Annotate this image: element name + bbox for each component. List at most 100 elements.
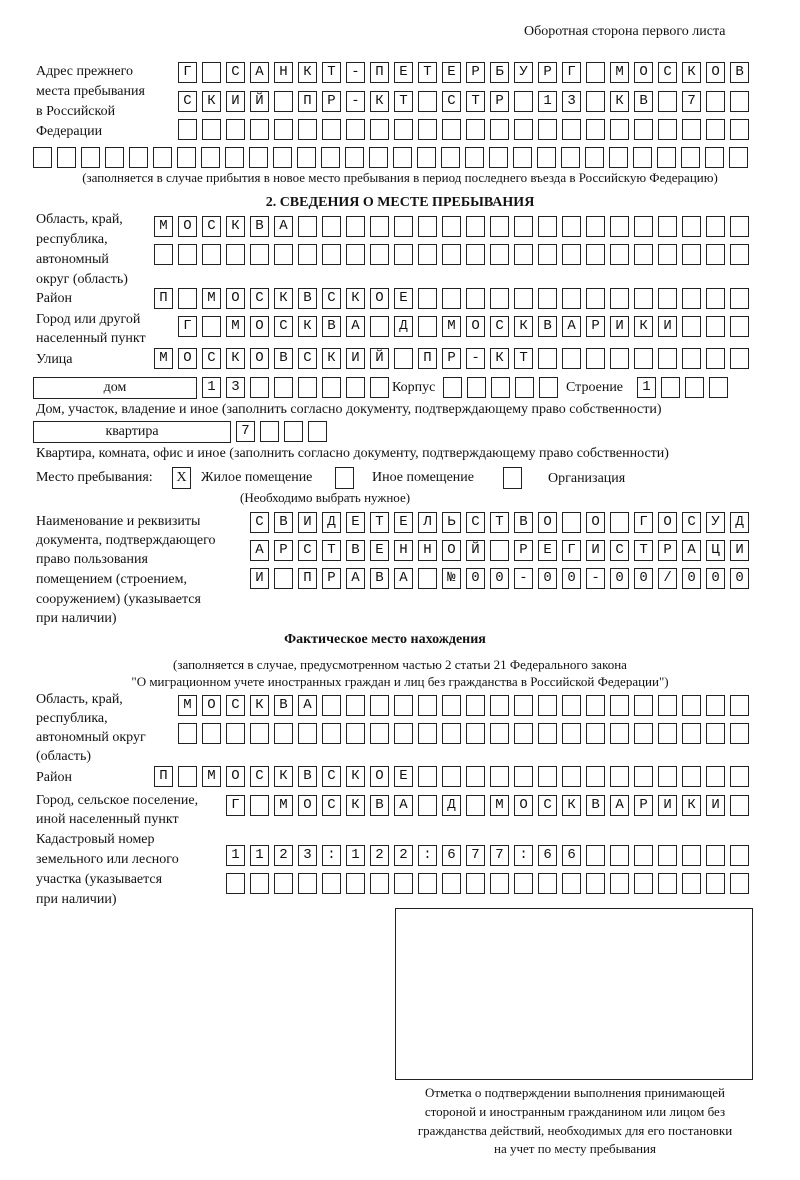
char-cell[interactable] — [250, 795, 269, 816]
char-cell[interactable] — [298, 512, 317, 533]
char-cell[interactable] — [370, 244, 389, 265]
char-cell[interactable] — [706, 288, 725, 309]
char-cell[interactable] — [682, 348, 701, 369]
char-cell[interactable] — [610, 216, 629, 237]
char-cell[interactable] — [202, 723, 221, 744]
char-cell[interactable] — [490, 91, 509, 112]
char-cell[interactable] — [682, 845, 701, 866]
char-cell[interactable] — [418, 845, 437, 866]
char-cell[interactable] — [466, 512, 485, 533]
char-cell[interactable] — [250, 288, 269, 309]
char-cell[interactable] — [658, 316, 677, 337]
char-cell[interactable] — [634, 540, 653, 561]
char-cell[interactable] — [682, 695, 701, 716]
char-cell[interactable] — [178, 766, 197, 787]
char-cell[interactable] — [562, 766, 581, 787]
char-cell[interactable] — [370, 568, 389, 589]
char-cell[interactable] — [658, 216, 677, 237]
char-cell[interactable] — [658, 244, 677, 265]
char-cell[interactable] — [322, 244, 341, 265]
char-cell[interactable] — [394, 873, 413, 894]
char-cell[interactable] — [562, 316, 581, 337]
char-cell[interactable] — [250, 540, 269, 561]
char-cell[interactable] — [539, 377, 558, 398]
char-cell[interactable] — [538, 244, 557, 265]
char-cell[interactable] — [610, 695, 629, 716]
char-cell[interactable] — [609, 147, 628, 168]
char-cell[interactable] — [274, 62, 293, 83]
char-cell[interactable] — [418, 244, 437, 265]
char-cell[interactable] — [346, 316, 365, 337]
char-cell[interactable] — [274, 695, 293, 716]
char-cell[interactable] — [538, 766, 557, 787]
char-cell[interactable] — [465, 147, 484, 168]
char-cell[interactable] — [586, 873, 605, 894]
char-cell[interactable] — [682, 568, 701, 589]
char-cell[interactable] — [514, 91, 533, 112]
char-cell[interactable] — [562, 695, 581, 716]
char-cell[interactable] — [634, 216, 653, 237]
char-cell[interactable] — [322, 91, 341, 112]
char-cell[interactable] — [514, 540, 533, 561]
char-cell[interactable] — [537, 147, 556, 168]
char-cell[interactable] — [177, 147, 196, 168]
char-cell[interactable] — [706, 316, 725, 337]
char-cell[interactable] — [202, 695, 221, 716]
char-cell[interactable] — [562, 873, 581, 894]
char-cell[interactable] — [586, 512, 605, 533]
char-cell[interactable] — [250, 766, 269, 787]
char-cell[interactable] — [394, 766, 413, 787]
char-cell[interactable] — [273, 147, 292, 168]
char-cell[interactable] — [586, 540, 605, 561]
char-cell[interactable] — [538, 62, 557, 83]
char-cell[interactable] — [202, 91, 221, 112]
char-cell[interactable] — [466, 766, 485, 787]
char-cell[interactable] — [730, 873, 749, 894]
char-cell[interactable] — [202, 377, 221, 398]
char-cell[interactable] — [226, 695, 245, 716]
char-cell[interactable] — [610, 119, 629, 140]
char-cell[interactable] — [586, 91, 605, 112]
char-cell[interactable] — [442, 568, 461, 589]
char-cell[interactable] — [418, 91, 437, 112]
char-cell[interactable] — [236, 421, 255, 442]
char-cell[interactable] — [308, 421, 327, 442]
char-cell[interactable] — [514, 62, 533, 83]
char-cell[interactable] — [298, 244, 317, 265]
char-cell[interactable] — [442, 62, 461, 83]
char-cell[interactable] — [418, 288, 437, 309]
char-cell[interactable] — [284, 421, 303, 442]
char-cell[interactable] — [490, 512, 509, 533]
char-cell[interactable] — [274, 91, 293, 112]
char-cell[interactable] — [154, 348, 173, 369]
char-cell[interactable] — [250, 873, 269, 894]
char-cell[interactable] — [394, 119, 413, 140]
char-cell[interactable] — [682, 873, 701, 894]
char-cell[interactable] — [178, 348, 197, 369]
char-cell[interactable] — [370, 216, 389, 237]
char-cell[interactable] — [467, 377, 486, 398]
char-cell[interactable] — [538, 845, 557, 866]
char-cell[interactable] — [394, 91, 413, 112]
char-cell[interactable] — [658, 512, 677, 533]
char-cell[interactable] — [490, 568, 509, 589]
char-cell[interactable] — [178, 288, 197, 309]
char-cell[interactable] — [682, 216, 701, 237]
char-cell[interactable] — [514, 316, 533, 337]
char-cell[interactable] — [370, 62, 389, 83]
char-cell[interactable] — [490, 766, 509, 787]
char-cell[interactable] — [634, 795, 653, 816]
char-cell[interactable] — [706, 845, 725, 866]
char-cell[interactable] — [418, 695, 437, 716]
char-cell[interactable] — [394, 244, 413, 265]
char-cell[interactable] — [514, 244, 533, 265]
char-cell[interactable] — [685, 377, 704, 398]
char-cell[interactable] — [633, 147, 652, 168]
char-cell[interactable] — [610, 795, 629, 816]
char-cell[interactable] — [442, 91, 461, 112]
char-cell[interactable] — [514, 348, 533, 369]
char-cell[interactable] — [682, 723, 701, 744]
char-cell[interactable] — [466, 216, 485, 237]
char-cell[interactable] — [466, 62, 485, 83]
char-cell[interactable] — [490, 845, 509, 866]
